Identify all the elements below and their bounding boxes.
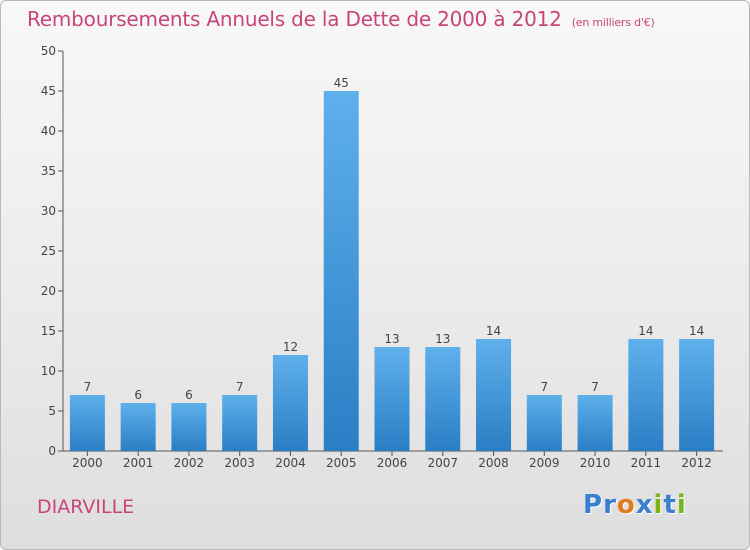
logo-letter: P [583,490,604,520]
y-tick-label: 25 [41,244,56,258]
bar-2002[interactable] [171,403,207,451]
y-tick-label: 0 [48,444,56,458]
chart-subtitle: (en milliers d'€) [571,16,655,29]
y-tick-label: 50 [41,44,56,58]
data-label: 14 [638,324,653,338]
y-tick-label: 30 [41,204,56,218]
data-label: 6 [134,388,142,402]
y-tick-label: 15 [41,324,56,338]
city-name: DIARVILLE [37,496,135,518]
bar-2004[interactable] [272,355,308,451]
bar-2006[interactable] [374,347,410,451]
bar-2001[interactable] [120,403,156,451]
x-tick-label: 2004 [275,456,306,470]
data-label: 6 [185,388,193,402]
x-tick-label: 2002 [174,456,205,470]
data-label: 7 [84,380,92,394]
logo-letter: x [635,490,654,520]
y-tick-label: 45 [41,84,56,98]
bar-2008[interactable] [476,339,512,451]
data-label: 12 [283,340,298,354]
data-label: 14 [486,324,501,338]
x-tick-label: 2006 [377,456,408,470]
data-label: 14 [689,324,704,338]
x-tick-label: 2010 [580,456,611,470]
data-label: 13 [384,332,399,346]
bar-2011[interactable] [628,339,664,451]
x-tick-label: 2007 [427,456,458,470]
bar-2003[interactable] [222,395,258,451]
x-tick-label: 2005 [326,456,357,470]
logo-letter: t [663,490,677,520]
chart-title: Remboursements Annuels de la Dette de 20… [27,7,655,31]
y-tick-label: 20 [41,284,56,298]
logo-letter: o [616,490,636,520]
bar-2000[interactable] [69,395,105,451]
data-label: 7 [591,380,599,394]
logo-letter: i [653,490,664,520]
bar-2010[interactable] [577,395,613,451]
data-label: 7 [236,380,244,394]
x-tick-label: 2012 [681,456,712,470]
proxiti-logo[interactable]: Proxiti [583,490,687,520]
logo-letter: r [603,490,617,520]
x-tick-label: 2003 [224,456,255,470]
data-label: 45 [334,76,349,90]
x-tick-label: 2009 [529,456,560,470]
x-tick-label: 2001 [123,456,154,470]
bar-2007[interactable] [425,347,461,451]
x-tick-label: 2011 [631,456,662,470]
x-tick-label: 2000 [72,456,103,470]
data-label: 13 [435,332,450,346]
y-tick-label: 10 [41,364,56,378]
y-tick-label: 5 [48,404,56,418]
y-tick-label: 35 [41,164,56,178]
data-label: 7 [540,380,548,394]
title-text: Remboursements Annuels de la Dette de 20… [27,7,562,31]
bar-2012[interactable] [679,339,715,451]
bar-2009[interactable] [526,395,562,451]
x-tick-label: 2008 [478,456,509,470]
bar-2005[interactable] [323,91,359,451]
logo-letter: i [676,490,687,520]
y-tick-label: 40 [41,124,56,138]
